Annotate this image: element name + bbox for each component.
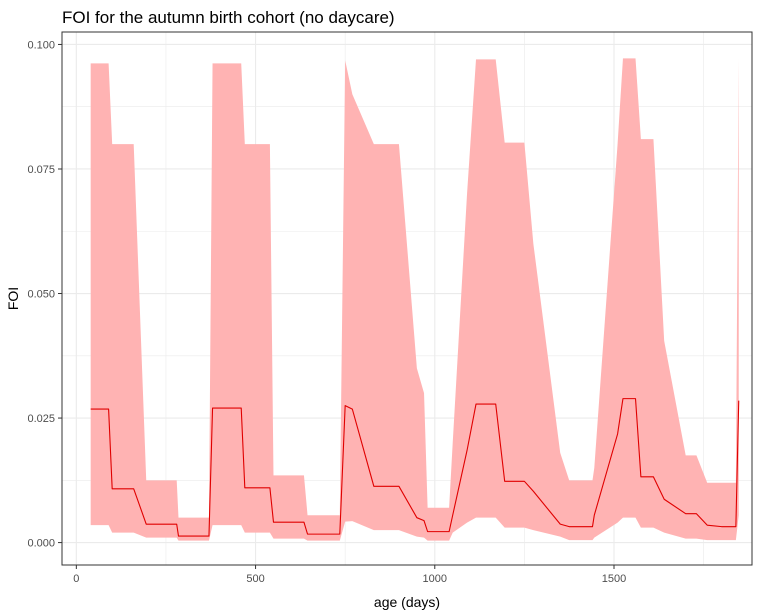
x-tick-label: 0 bbox=[73, 573, 79, 585]
foi-mean-line bbox=[90, 398, 740, 537]
y-tick-label: 0.075 bbox=[27, 164, 55, 176]
x-axis: 0 500 1000 1500 bbox=[73, 565, 626, 585]
y-axis-title: FOI bbox=[5, 287, 21, 310]
y-tick-label: 0.000 bbox=[27, 538, 55, 550]
x-tick-label: 1500 bbox=[602, 573, 626, 585]
x-tick-label: 500 bbox=[246, 573, 264, 585]
ribbon-layer bbox=[90, 58, 739, 541]
confidence-ribbon bbox=[90, 58, 739, 541]
line-layer bbox=[90, 398, 740, 537]
panel-border bbox=[61, 31, 753, 566]
x-axis-title: age (days) bbox=[374, 594, 440, 610]
x-tick-label: 1000 bbox=[423, 573, 447, 585]
y-tick-label: 0.025 bbox=[27, 413, 55, 425]
y-axis: 0.000 0.025 0.050 0.075 0.100 bbox=[27, 39, 62, 550]
y-tick-label: 0.050 bbox=[27, 289, 55, 301]
chart-title: FOI for the autumn birth cohort (no dayc… bbox=[62, 8, 395, 27]
y-tick-label: 0.100 bbox=[27, 39, 55, 51]
